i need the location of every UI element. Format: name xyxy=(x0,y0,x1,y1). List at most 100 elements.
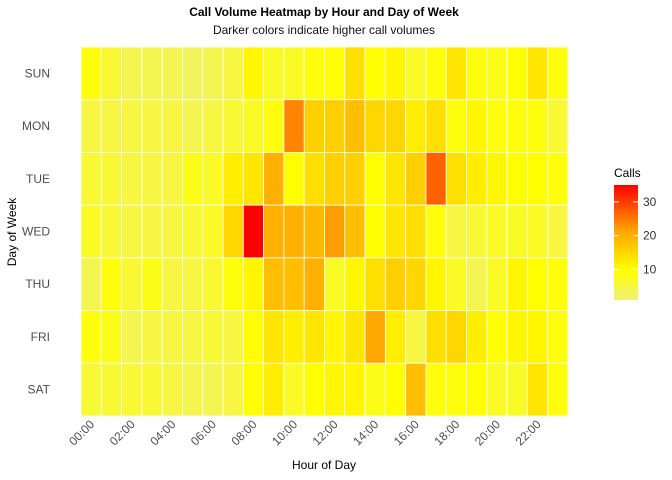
heatmap-cell xyxy=(506,152,528,206)
heatmap-cell xyxy=(222,310,244,364)
heatmap-cell xyxy=(161,362,183,417)
heatmap-cell xyxy=(466,99,488,153)
heatmap-cell xyxy=(222,46,244,101)
heatmap-cell xyxy=(405,46,427,101)
x-tick-label: 10:00 xyxy=(269,417,300,448)
heatmap-cell xyxy=(405,310,427,364)
heatmap-cell xyxy=(486,99,508,153)
heatmap-cell xyxy=(486,257,508,311)
y-tick-label: SUN xyxy=(25,66,50,80)
heatmap-cell xyxy=(182,204,204,259)
heatmap-cell xyxy=(141,46,163,101)
heatmap-cell xyxy=(202,310,224,364)
x-tick-label: 08:00 xyxy=(228,417,259,448)
x-tick-label: 16:00 xyxy=(391,417,422,448)
heatmap-cell xyxy=(486,362,508,417)
y-tick-label: WED xyxy=(22,225,50,239)
heatmap-cell xyxy=(100,257,122,311)
heatmap-cell xyxy=(324,310,346,364)
x-tick-label: 00:00 xyxy=(66,417,97,448)
heatmap-cell xyxy=(121,257,143,311)
heatmap-cell xyxy=(242,99,265,153)
heatmap-cell xyxy=(445,152,467,206)
heatmap-cell xyxy=(384,204,407,259)
heatmap-cell xyxy=(161,257,183,311)
heatmap-cell xyxy=(222,257,244,311)
heatmap-cell xyxy=(100,152,122,206)
heatmap-cell xyxy=(263,46,285,101)
x-tick-label: 06:00 xyxy=(188,417,219,448)
heatmap-cell xyxy=(182,257,204,311)
heatmap-cell xyxy=(547,46,569,101)
heatmap-cell xyxy=(364,46,386,101)
heatmap-cell xyxy=(202,46,224,101)
heatmap-cell xyxy=(384,46,407,101)
heatmap-cell xyxy=(80,46,102,101)
heatmap-cell xyxy=(141,257,163,311)
heatmap-cell xyxy=(141,362,163,417)
heatmap-cell xyxy=(222,152,244,206)
heatmap-cell xyxy=(466,362,488,417)
heatmap-cell xyxy=(242,310,265,364)
chart-title: Call Volume Heatmap by Hour and Day of W… xyxy=(189,5,459,19)
heatmap-cell xyxy=(283,46,305,101)
legend-tick-label: 30 xyxy=(643,195,657,209)
heatmap-cell xyxy=(283,152,305,206)
y-axis-title: Day of Week xyxy=(5,197,19,266)
heatmap-cell xyxy=(466,152,488,206)
heatmap-cell xyxy=(364,362,386,417)
heatmap-cell xyxy=(242,46,265,101)
heatmap-cell xyxy=(344,204,366,259)
heatmap-cell xyxy=(466,46,488,101)
y-tick-label: MON xyxy=(22,119,50,133)
y-tick-label: TUE xyxy=(26,172,50,186)
heatmap-cell xyxy=(182,99,204,153)
heatmap-cell xyxy=(527,99,549,153)
heatmap-cell xyxy=(263,99,285,153)
heatmap-cell xyxy=(547,362,569,417)
heatmap-cell xyxy=(324,46,346,101)
heatmap-cell xyxy=(80,152,102,206)
heatmap-cell xyxy=(242,152,265,206)
heatmap-cell xyxy=(364,204,386,259)
x-tick-label: 18:00 xyxy=(431,417,462,448)
heatmap-cell xyxy=(121,152,143,206)
heatmap-cell xyxy=(466,310,488,364)
heatmap-cell xyxy=(100,46,122,101)
legend-title: Calls xyxy=(614,166,641,180)
heatmap-cell xyxy=(384,152,407,206)
heatmap-cell xyxy=(222,362,244,417)
heatmap-cell xyxy=(547,204,569,259)
heatmap-cell xyxy=(344,152,366,206)
heatmap-cell xyxy=(161,152,183,206)
heatmap-cell xyxy=(161,46,183,101)
heatmap-cell xyxy=(121,99,143,153)
y-tick-label: SAT xyxy=(28,383,51,397)
heatmap-cell xyxy=(283,310,305,364)
heatmap-cell xyxy=(303,99,325,153)
heatmap-cell xyxy=(324,204,346,259)
legend-colorbar xyxy=(614,185,638,300)
heatmap-cell xyxy=(506,310,528,364)
heatmap-cell xyxy=(141,310,163,364)
x-tick-label: 22:00 xyxy=(513,417,544,448)
heatmap-cell xyxy=(80,362,102,417)
heatmap-cell xyxy=(486,204,508,259)
heatmap-cell xyxy=(141,204,163,259)
heatmap-cell xyxy=(364,257,386,311)
heatmap-cell xyxy=(527,362,549,417)
heatmap-cell xyxy=(527,46,549,101)
heatmap-cell xyxy=(506,46,528,101)
heatmap-cell xyxy=(486,152,508,206)
heatmap-cell xyxy=(445,204,467,259)
heatmap-cell xyxy=(182,152,204,206)
heatmap-cell xyxy=(445,99,467,153)
heatmap-cell xyxy=(364,310,386,364)
heatmap-cell xyxy=(283,204,305,259)
heatmap-cell xyxy=(405,152,427,206)
heatmap-cell xyxy=(344,257,366,311)
legend-tick-label: 20 xyxy=(643,229,657,243)
heatmap-cell xyxy=(202,362,224,417)
heatmap-cell xyxy=(506,204,528,259)
heatmap-cell xyxy=(263,310,285,364)
